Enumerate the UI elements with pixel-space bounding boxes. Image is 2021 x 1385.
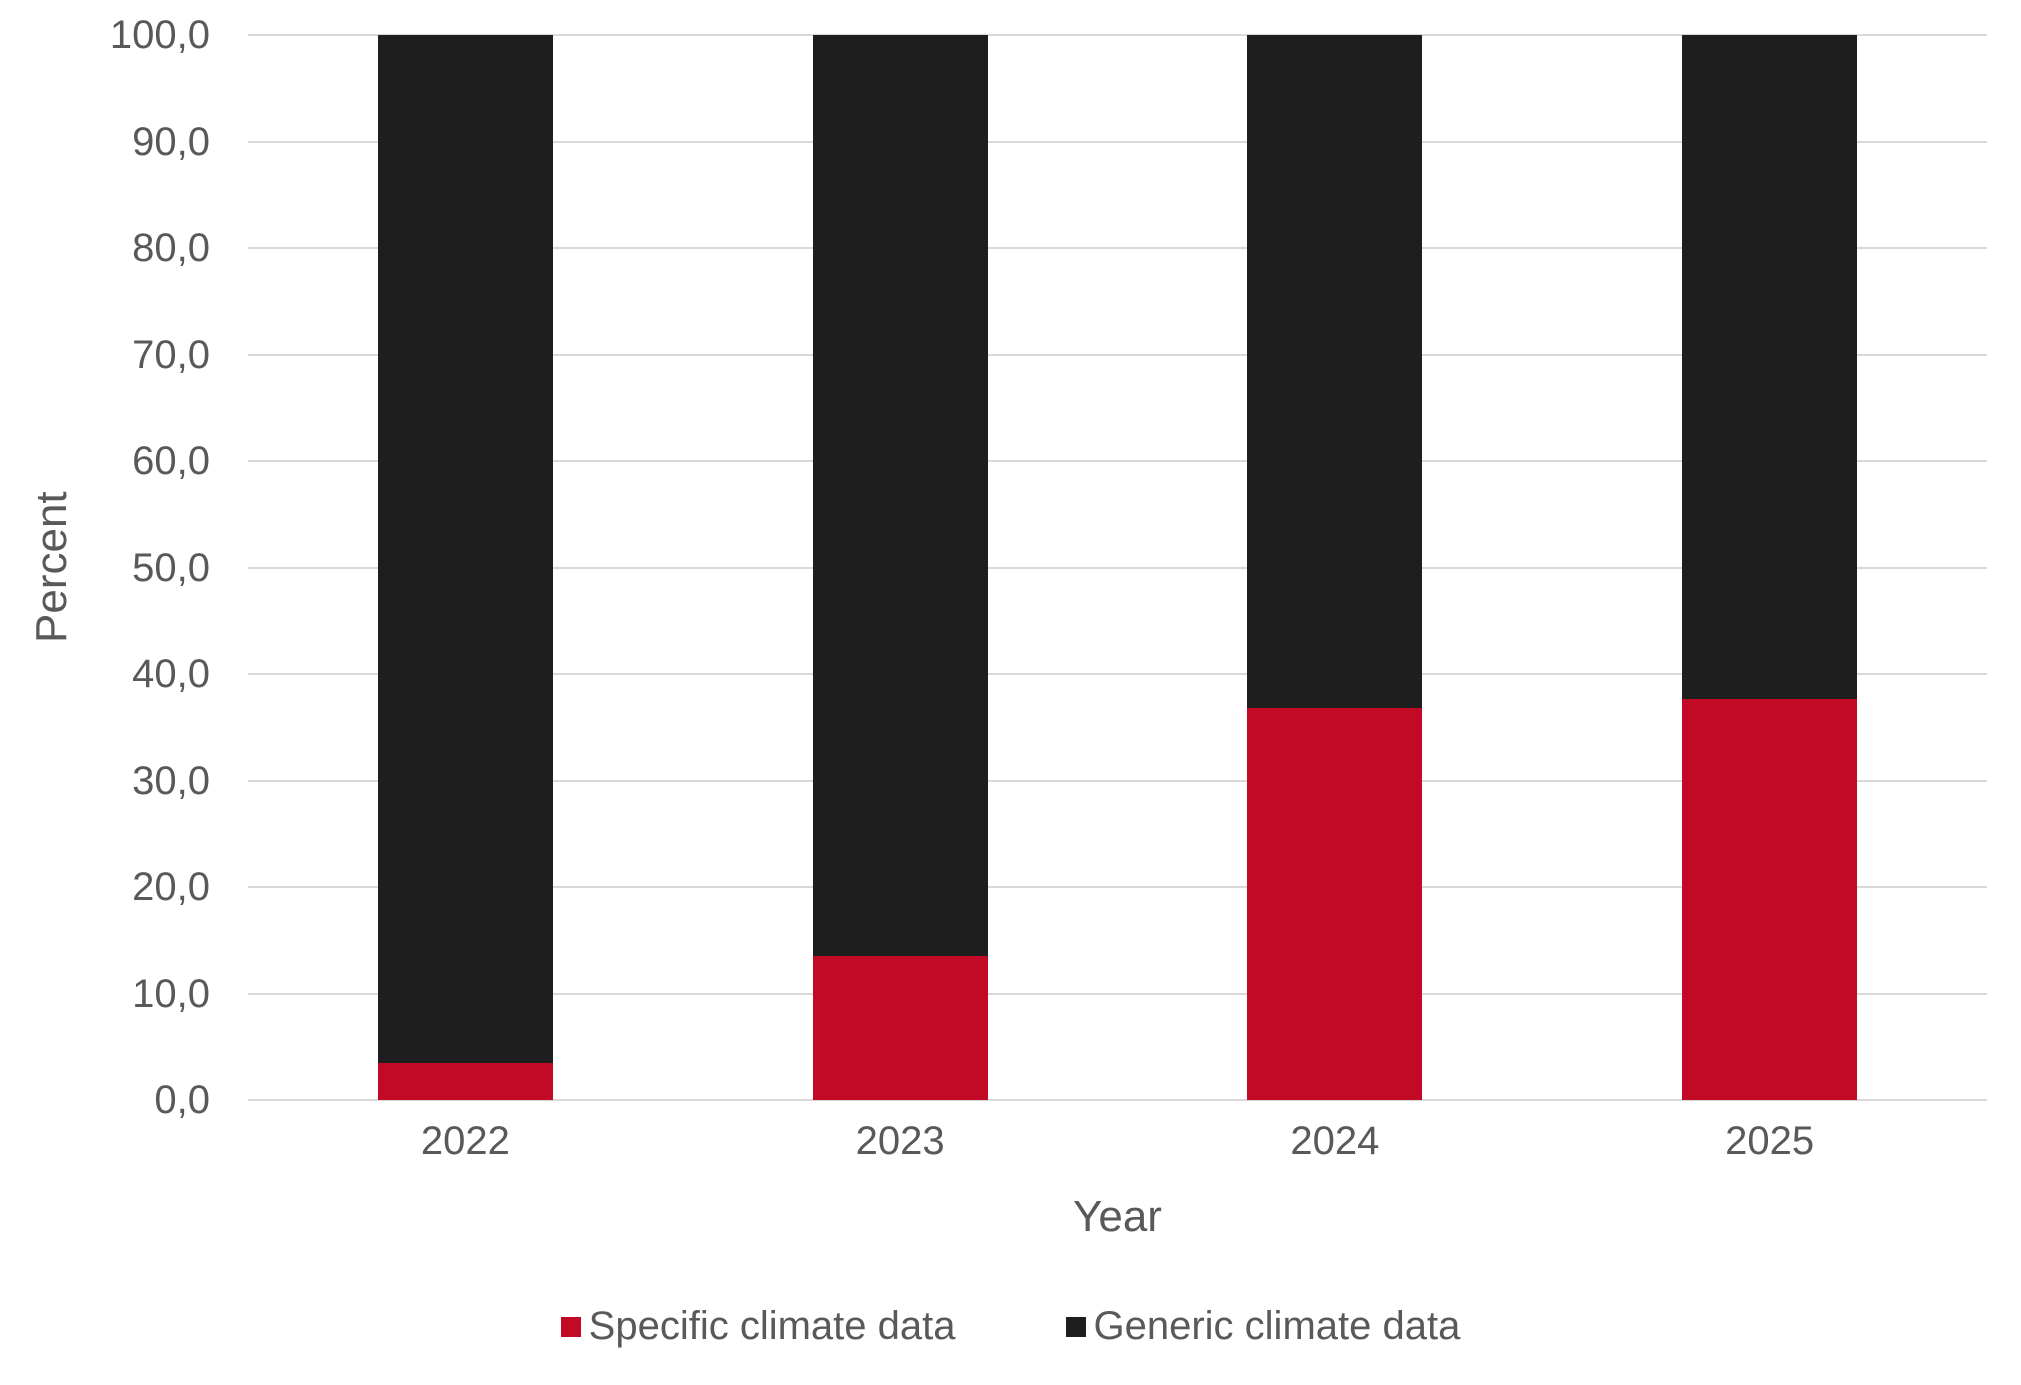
- legend-label-specific: Specific climate data: [588, 1304, 956, 1348]
- gridline: [248, 34, 1987, 36]
- bar-segment-2022: [377, 35, 553, 1063]
- legend-item-specific-climate-data: Specific climate data: [560, 1304, 956, 1349]
- gridline: [248, 353, 1987, 356]
- x-tick-label: 2025: [1725, 1119, 1815, 1163]
- x-tick-label: 2022: [420, 1119, 510, 1163]
- bar-2024: [1247, 35, 1423, 1100]
- plot-area: [248, 34, 1987, 1101]
- gridline: [248, 460, 1987, 462]
- bar-2022: [377, 35, 553, 1100]
- x-axis-title: Year: [1073, 1192, 1162, 1241]
- gridline: [248, 886, 1987, 888]
- bar-segment-2025: [1682, 35, 1858, 699]
- gridline: [248, 247, 1987, 249]
- bar-segment-2023: [812, 35, 988, 957]
- gridline: [248, 566, 1987, 569]
- y-tick-label: 10,0: [132, 971, 210, 1016]
- y-tick-label: 30,0: [132, 758, 210, 803]
- x-axis-tick-labels: 2022 2023 2024 2025: [248, 1118, 1987, 1170]
- gridline: [248, 779, 1987, 782]
- y-tick-label: 50,0: [132, 545, 210, 590]
- legend-swatch-specific-icon: [560, 1316, 581, 1337]
- bar-segment-2022: [377, 1062, 553, 1100]
- y-tick-label: 20,0: [132, 865, 210, 909]
- gridline: [248, 1099, 1987, 1101]
- legend-swatch-generic-icon: [1065, 1316, 1086, 1337]
- x-tick-label: 2023: [855, 1119, 945, 1163]
- legend-item-generic-climate-data: Generic climate data: [1065, 1304, 1461, 1349]
- y-axis-tick-labels: 0,0 10,0 20,0 30,0 40,0 50,0 60,0 70,0 80,0 90,0 1…: [0, 13, 210, 1122]
- x-tick-label: 2024: [1290, 1119, 1380, 1163]
- y-tick-label: 60,0: [132, 439, 210, 483]
- y-tick-label: 0,0: [154, 1078, 210, 1122]
- y-tick-label: 70,0: [132, 332, 210, 377]
- bar-2023: [812, 35, 988, 1100]
- legend: Specific climate data Generic climate da…: [0, 1304, 2021, 1349]
- y-tick-label: 40,0: [132, 652, 210, 696]
- gridline: [248, 673, 1987, 675]
- bar-segment-2024: [1247, 708, 1423, 1100]
- bar-segment-2023: [812, 956, 988, 1100]
- bar-segment-2025: [1682, 698, 1858, 1100]
- y-tick-label: 90,0: [132, 119, 210, 164]
- bar-segment-2024: [1247, 35, 1423, 709]
- gridline: [248, 992, 1987, 995]
- gridline: [248, 140, 1987, 143]
- legend-label-generic: Generic climate data: [1093, 1304, 1461, 1348]
- y-tick-label: 80,0: [132, 226, 210, 270]
- bar-2025: [1682, 35, 1858, 1100]
- y-tick-label: 100,0: [109, 13, 210, 57]
